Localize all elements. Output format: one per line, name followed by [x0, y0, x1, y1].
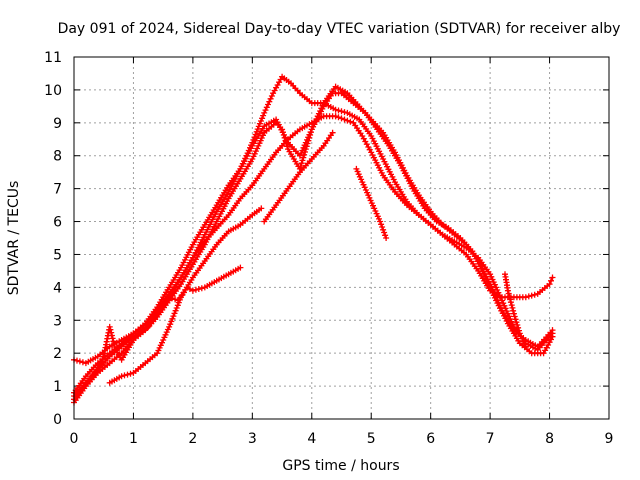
x-tick-label: 1 — [129, 431, 138, 447]
series-markers — [332, 113, 556, 353]
series-11 — [502, 271, 529, 350]
series-markers — [166, 264, 244, 304]
y-tick-label: 2 — [53, 346, 62, 362]
y-tick-label: 0 — [53, 412, 62, 428]
x-tick-label: 9 — [605, 431, 614, 447]
x-tick-label: 4 — [307, 431, 316, 447]
series-2 — [71, 90, 556, 399]
plot-frame — [73, 56, 610, 420]
axis-ticks: 0 1 2 3 4 5 6 7 8 9 0 1 2 3 4 5 6 7 8 9 10 11 — [44, 50, 613, 447]
x-tick-label: 7 — [486, 431, 495, 447]
series-line — [108, 207, 263, 384]
series-markers — [353, 165, 390, 241]
y-tick-label: 6 — [53, 215, 62, 231]
series-markers — [71, 90, 556, 399]
series-markers — [261, 129, 336, 225]
y-tick-label: 1 — [53, 379, 62, 395]
series-markers — [502, 271, 529, 350]
series-markers — [71, 83, 556, 406]
x-tick-label: 5 — [367, 431, 376, 447]
series-9 — [261, 129, 336, 225]
series-8 — [166, 264, 244, 304]
series-3 — [71, 83, 556, 406]
series-5 — [332, 113, 556, 353]
series-line — [334, 115, 554, 351]
y-tick-label: 5 — [53, 247, 62, 263]
y-tick-label: 3 — [53, 313, 62, 329]
chart-title: Day 091 of 2024, Sidereal Day-to-day VTE… — [58, 21, 621, 37]
y-tick-label: 7 — [53, 182, 62, 198]
data-series — [71, 73, 556, 406]
y-tick-label: 4 — [53, 280, 62, 296]
y-tick-label: 9 — [53, 116, 62, 132]
y-tick-label: 11 — [44, 50, 62, 66]
series-markers — [106, 205, 265, 386]
y-axis-label: SDTVAR / TECUs — [6, 181, 22, 296]
series-line — [72, 92, 554, 398]
y-tick-label: 10 — [44, 83, 62, 99]
grid — [74, 57, 609, 419]
x-tick-label: 0 — [70, 431, 79, 447]
series-10 — [353, 165, 390, 241]
series-line — [72, 85, 554, 404]
x-axis-label: GPS time / hours — [282, 458, 399, 474]
x-tick-label: 8 — [545, 431, 554, 447]
x-tick-label: 6 — [426, 431, 435, 447]
series-6 — [106, 205, 265, 386]
x-tick-label: 2 — [188, 431, 197, 447]
x-tick-label: 3 — [248, 431, 257, 447]
y-tick-label: 8 — [53, 149, 62, 165]
